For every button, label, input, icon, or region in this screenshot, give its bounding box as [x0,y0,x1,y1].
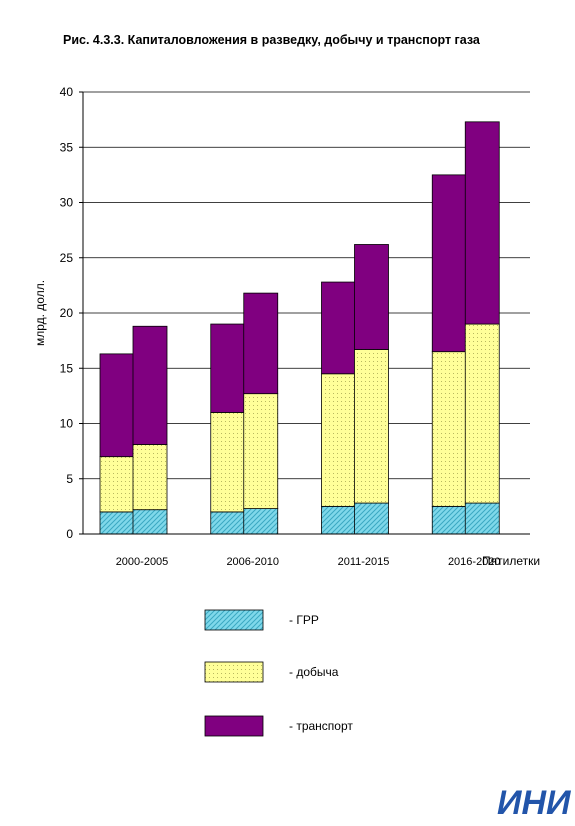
bar-segment-dobycha [99,456,135,513]
bar-segment-dobycha [243,393,279,509]
y-tick-label: 10 [60,417,74,431]
x-category-label: 2006-2010 [226,556,279,568]
bars [99,121,500,535]
legend-swatch [204,715,264,737]
x-axis-label: Пятилетки [482,554,540,568]
logo: ИНИ [497,784,572,822]
bar-segment-grr [321,505,356,535]
x-category-label: 2000-2005 [116,556,169,568]
bar-segment-dobycha [431,351,467,507]
bar-segment-grr [431,505,467,535]
y-tick-label: 20 [60,306,74,320]
bar-segment-transport [210,323,246,413]
bar-segment-grr [99,511,135,535]
bar-segment-transport [431,174,467,353]
y-tick-label: 15 [60,361,74,375]
bar-segment-dobycha [321,373,356,507]
legend-swatch [204,661,264,683]
y-tick-label: 5 [66,472,73,486]
chart-title: Рис. 4.3.3. Капиталовложения в разведку,… [63,33,481,47]
y-axis-label: млрд. долл. [33,280,47,346]
bar-segment-grr [132,509,168,535]
bar-segment-dobycha [354,349,389,504]
bar-segment-transport [99,353,135,458]
legend: - ГРР - добыча - транспорт [204,609,353,737]
bar-segment-transport [132,325,168,445]
bar-segment-transport [243,292,279,395]
x-axis-categories: 2000-2005 2006-2010 2011-2015 2016-2020 [116,556,501,568]
logo-text: ИНИ [497,784,572,822]
legend-label: - ГРР [289,613,319,627]
y-axis-ticks: 0 5 10 15 20 25 30 35 40 [60,85,83,541]
x-category-label: 2011-2015 [338,556,390,568]
bar-segment-grr [354,502,389,535]
x-category-label: 2016-2020 [448,556,501,568]
bar-segment-transport [321,281,356,375]
bar-segment-grr [210,511,246,535]
bar-segment-dobycha [210,412,246,513]
legend-swatch [204,609,264,631]
y-tick-label: 25 [60,251,74,265]
y-tick-label: 0 [66,527,73,541]
y-tick-label: 35 [60,140,74,154]
legend-label: - транспорт [289,719,353,733]
y-tick-label: 40 [60,85,74,99]
bar-segment-dobycha [132,444,168,511]
bar-segment-transport [464,121,500,325]
y-tick-label: 30 [60,196,74,210]
bar-segment-grr [243,508,279,535]
bar-segment-grr [464,502,500,535]
bar-segment-dobycha [464,323,500,504]
legend-label: - добыча [289,665,339,679]
bar-segment-transport [354,244,389,350]
